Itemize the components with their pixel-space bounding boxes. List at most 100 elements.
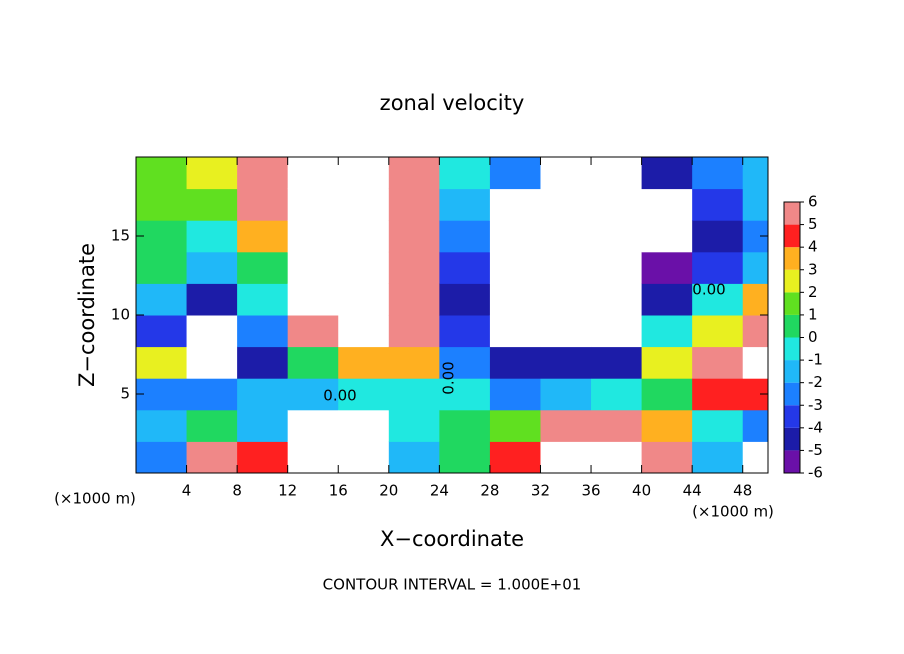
field-cell xyxy=(136,441,188,473)
field-cell xyxy=(338,378,390,411)
field-cell xyxy=(489,157,541,190)
contour-label: 0.00 xyxy=(440,361,458,394)
field-cell xyxy=(237,441,289,473)
field-cell xyxy=(237,315,289,348)
colorbar-label: -6 xyxy=(808,464,823,482)
field-cell xyxy=(237,157,289,190)
field-cell xyxy=(338,188,390,221)
field-cell xyxy=(388,441,440,473)
colorbar-label: 1 xyxy=(808,305,818,323)
field-cell xyxy=(136,188,188,221)
field-cell xyxy=(439,251,491,284)
field-cell xyxy=(742,315,768,348)
field-cell xyxy=(591,409,643,442)
field-cell xyxy=(338,251,390,284)
field-cell xyxy=(742,283,768,316)
field-cell xyxy=(388,251,440,284)
field-cell xyxy=(136,409,188,442)
x-tick-label: 24 xyxy=(430,482,449,500)
field-cell xyxy=(338,283,390,316)
field-cell xyxy=(186,378,238,411)
footer: CONTOUR INTERVAL = 1.000E+01 xyxy=(323,576,582,594)
field-cell xyxy=(237,251,289,284)
field-cell xyxy=(591,283,643,316)
field-cell xyxy=(136,283,188,316)
field-cell xyxy=(641,409,693,442)
field-cell xyxy=(237,409,289,442)
field-cell xyxy=(237,378,289,411)
field-cell xyxy=(338,409,390,442)
field-cell xyxy=(641,441,693,473)
field-cell xyxy=(338,315,390,348)
field-cell xyxy=(489,220,541,253)
field-cell xyxy=(388,346,440,379)
field-cell xyxy=(591,251,643,284)
colorbar-label: -5 xyxy=(808,441,823,459)
x-tick-label: 48 xyxy=(733,482,752,500)
field-cell xyxy=(186,315,238,348)
field-cell xyxy=(287,378,339,411)
field-cell xyxy=(591,378,643,411)
field-cell xyxy=(287,157,339,190)
field-cell xyxy=(237,220,289,253)
field-cell xyxy=(489,409,541,442)
field-cell xyxy=(692,378,744,411)
x-tick-label: 16 xyxy=(329,482,348,500)
field-cell xyxy=(136,346,188,379)
field-cell xyxy=(540,441,592,473)
field-cell xyxy=(540,188,592,221)
field-cell xyxy=(388,315,440,348)
field-cell xyxy=(136,378,188,411)
colorbar-swatch xyxy=(784,405,800,428)
colorbar-label: 5 xyxy=(808,215,818,233)
field-cell xyxy=(489,441,541,473)
colorbar-label: 2 xyxy=(808,283,818,301)
x-tick-label: 36 xyxy=(581,482,600,500)
field-cell xyxy=(591,346,643,379)
field-cell xyxy=(591,157,643,190)
field-cell xyxy=(439,378,491,411)
field-cell xyxy=(692,441,744,473)
field-cell xyxy=(439,157,491,190)
y-tick-label: 5 xyxy=(120,385,130,403)
colorbar-swatch xyxy=(784,427,800,451)
field-cell xyxy=(540,283,592,316)
field-cell xyxy=(186,251,238,284)
field-cell xyxy=(186,441,238,473)
y-axis-title: Z−coordinate xyxy=(75,243,99,387)
field-cell xyxy=(439,315,491,348)
field-cell xyxy=(540,157,592,190)
x-tick-label: 20 xyxy=(379,482,398,500)
field-cell xyxy=(692,315,744,348)
contour-label: 0.00 xyxy=(323,387,356,405)
colorbar-label: 6 xyxy=(808,193,818,211)
field-cell xyxy=(641,251,693,284)
x-tick-label: 12 xyxy=(278,482,297,500)
field-cell xyxy=(388,409,440,442)
field-cell xyxy=(338,441,390,473)
colorbar-swatch xyxy=(784,202,800,225)
field-cell xyxy=(287,409,339,442)
field-cell xyxy=(237,188,289,221)
field-cell xyxy=(540,315,592,348)
field-cell xyxy=(489,188,541,221)
field-cell xyxy=(742,409,768,442)
colorbar-swatch xyxy=(784,360,800,383)
field-cell xyxy=(692,409,744,442)
field-cell xyxy=(287,188,339,221)
field-cell xyxy=(591,220,643,253)
field-cell xyxy=(692,188,744,221)
field-cell xyxy=(338,346,390,379)
field-cell xyxy=(742,441,768,473)
colorbar-swatch xyxy=(784,269,800,293)
field-cell xyxy=(136,220,188,253)
colorbar-label: -1 xyxy=(808,351,823,369)
field-cell xyxy=(692,157,744,190)
x-tick-label: 44 xyxy=(683,482,702,500)
colorbar-label: -3 xyxy=(808,396,823,414)
field-cell xyxy=(186,157,238,190)
colorbar-swatch xyxy=(784,247,800,270)
field-cell xyxy=(641,157,693,190)
field-cell xyxy=(489,346,541,379)
